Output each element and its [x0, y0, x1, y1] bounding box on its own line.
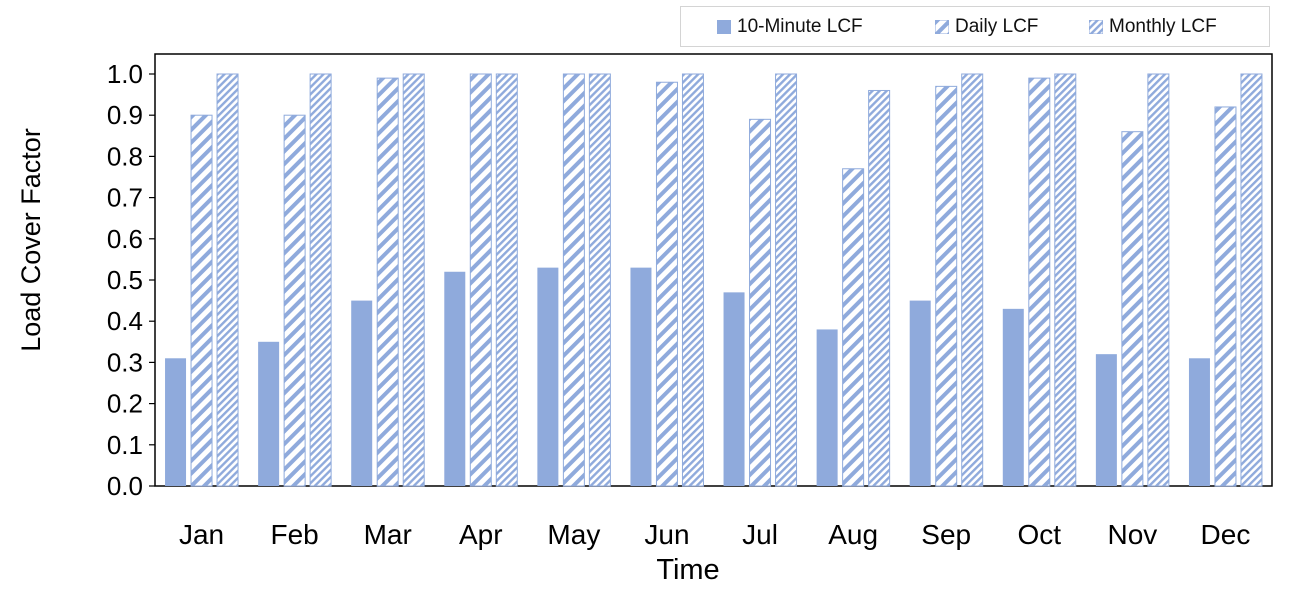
x-tick-label-aug: Aug [828, 519, 878, 550]
x-tick-label-may: May [547, 519, 600, 550]
x-tick-label-feb: Feb [271, 519, 319, 550]
x-tick-label-jun: Jun [644, 519, 689, 550]
legend-item-monthly: Monthly LCF [1089, 7, 1217, 46]
y-axis-ticks: 0.0 0.1 0.2 0.3 0.4 0.5 0.6 0.7 0.8 0.9 1.0 [107, 59, 155, 501]
bar-daily-lcf-may [562, 73, 585, 487]
bar-10-minute-lcf-mar [351, 300, 373, 486]
bar-daily-lcf-oct [1028, 77, 1051, 487]
y-tick-label: 0.0 [107, 471, 143, 501]
y-tick-label: 0.6 [107, 224, 143, 254]
y-tick-label: 0.1 [107, 430, 143, 460]
bar-daily-lcf-jul [749, 118, 772, 487]
x-tick-label-oct: Oct [1018, 519, 1062, 550]
legend-item-10-minute: 10-Minute LCF [717, 7, 863, 46]
legend-label-monthly: Monthly LCF [1109, 15, 1217, 37]
bar-monthly-lcf-dec [1240, 73, 1263, 487]
x-tick-label-sep: Sep [921, 519, 971, 550]
bar-daily-lcf-mar [376, 77, 399, 487]
bar-daily-lcf-feb [283, 114, 306, 487]
bar-daily-lcf-apr [469, 73, 492, 487]
legend-swatch-monthly [1089, 19, 1103, 34]
plot-area [154, 53, 1273, 487]
bar-10-minute-lcf-jul [723, 292, 745, 486]
bar-monthly-lcf-jan [216, 73, 239, 487]
x-tick-label-nov: Nov [1107, 519, 1157, 550]
y-tick-label: 0.5 [107, 265, 143, 295]
legend-item-daily: Daily LCF [935, 7, 1038, 46]
bar-daily-lcf-sep [935, 85, 958, 487]
bar-10-minute-lcf-sep [909, 300, 931, 486]
bar-10-minute-lcf-may [537, 267, 559, 486]
bar-monthly-lcf-jun [681, 73, 704, 487]
x-axis-title: Time [656, 554, 719, 586]
bar-monthly-lcf-feb [309, 73, 332, 487]
bar-10-minute-lcf-jun [630, 267, 652, 486]
y-tick-label: 0.3 [107, 347, 143, 377]
y-tick-label: 0.2 [107, 389, 143, 419]
legend: 10-Minute LCF Daily LCF Monthly LCF [680, 6, 1270, 47]
y-tick-label: 0.9 [107, 100, 143, 130]
bar-10-minute-lcf-apr [444, 271, 466, 486]
x-tick-label-jan: Jan [179, 519, 224, 550]
y-tick-label: 0.7 [107, 183, 143, 213]
bar-daily-lcf-nov [1121, 131, 1144, 487]
bar-monthly-lcf-sep [961, 73, 984, 487]
bar-10-minute-lcf-oct [1002, 308, 1024, 486]
bar-daily-lcf-jan [190, 114, 213, 487]
bars-group [165, 73, 1263, 487]
y-tick-label: 1.0 [107, 59, 143, 89]
bar-monthly-lcf-jul [775, 73, 798, 487]
legend-label-10-minute: 10-Minute LCF [737, 15, 863, 37]
bar-10-minute-lcf-feb [258, 341, 280, 486]
bar-monthly-lcf-aug [868, 89, 891, 487]
y-tick-label: 0.4 [107, 306, 143, 336]
legend-label-daily: Daily LCF [955, 15, 1039, 37]
bar-monthly-lcf-nov [1147, 73, 1170, 487]
bar-monthly-lcf-apr [495, 73, 518, 487]
legend-swatch-daily [935, 19, 949, 34]
x-tick-label-jul: Jul [742, 519, 778, 550]
bar-daily-lcf-jun [655, 81, 678, 487]
bar-10-minute-lcf-nov [1095, 354, 1117, 486]
x-tick-label-dec: Dec [1201, 519, 1251, 550]
y-tick-label: 0.8 [107, 141, 143, 171]
bar-daily-lcf-aug [842, 168, 865, 487]
y-axis-title: Load Cover Factor [16, 128, 46, 352]
x-axis-ticks: Jan Feb Mar Apr May Jun Jul Aug Sep Oct Nov Dec [179, 519, 1250, 550]
x-tick-label-apr: Apr [459, 519, 503, 550]
bar-monthly-lcf-may [588, 73, 611, 487]
legend-swatch-solid [717, 19, 731, 34]
bar-10-minute-lcf-jan [165, 358, 187, 486]
bar-10-minute-lcf-dec [1188, 358, 1210, 486]
x-tick-label-mar: Mar [364, 519, 412, 550]
bar-10-minute-lcf-aug [816, 329, 838, 486]
bar-daily-lcf-dec [1214, 106, 1237, 487]
bar-monthly-lcf-oct [1054, 73, 1077, 487]
bar-monthly-lcf-mar [402, 73, 425, 487]
